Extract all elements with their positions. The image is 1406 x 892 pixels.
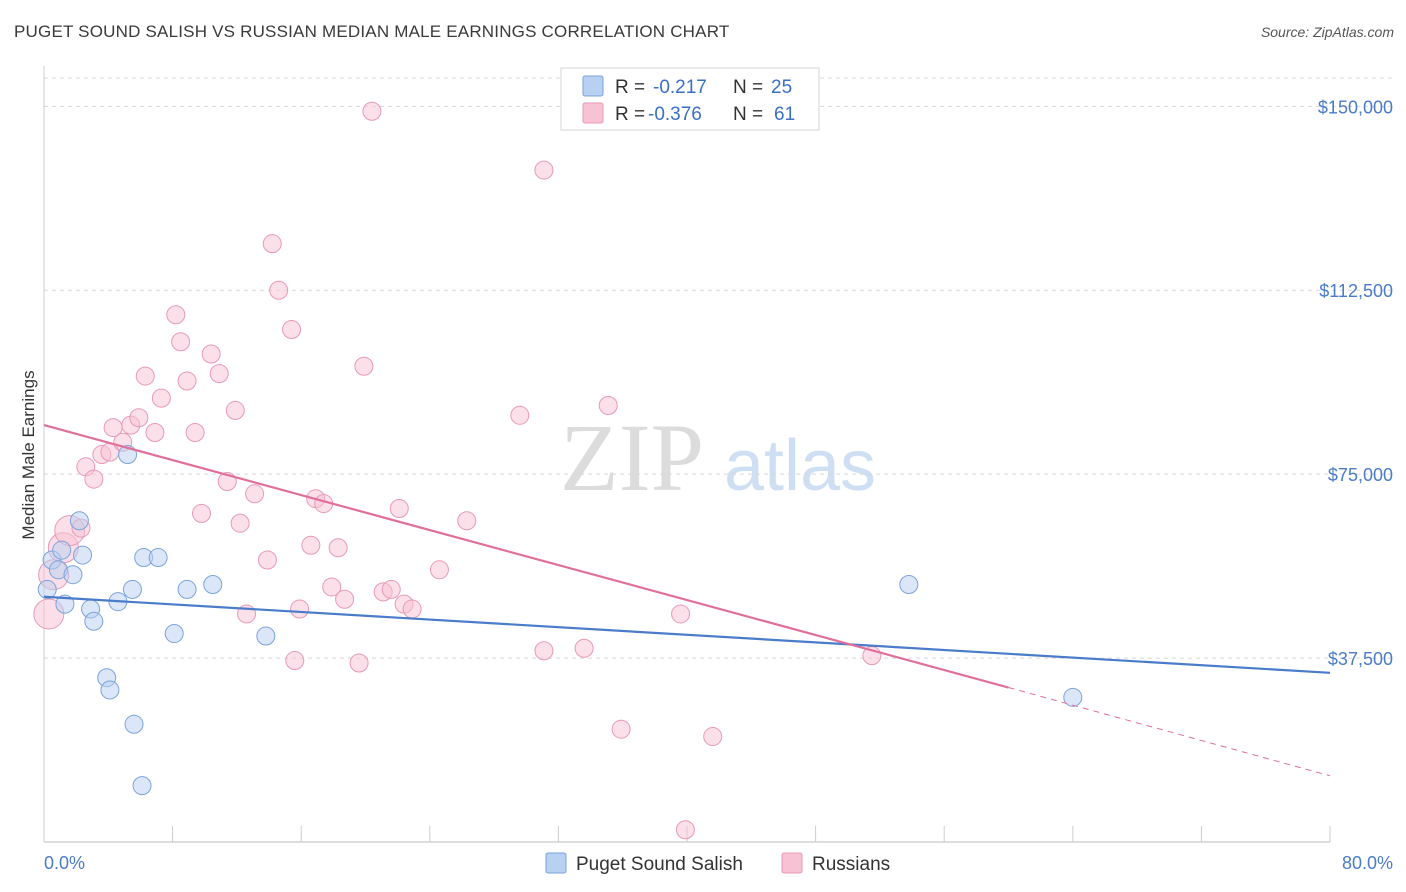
point-russians xyxy=(262,234,282,254)
point-puget-sound-salish xyxy=(69,511,89,531)
trend-lines xyxy=(43,424,1331,777)
point-russians xyxy=(675,820,695,840)
point-russians xyxy=(151,388,171,408)
legend-swatch-pink xyxy=(582,102,604,124)
point-russians xyxy=(381,579,401,599)
point-russians xyxy=(166,305,186,325)
series-russians-points xyxy=(33,101,882,840)
legend-n-label-1: N = xyxy=(733,77,763,98)
correlation-legend: R = -0.217 N = 25 R = -0.376 N = 61 xyxy=(560,67,820,131)
watermark: ZIP atlas xyxy=(560,404,876,511)
watermark-atlas: atlas xyxy=(724,426,876,506)
point-puget-sound-salish xyxy=(203,575,223,595)
point-russians xyxy=(282,319,302,339)
point-puget-sound-salish xyxy=(132,776,152,796)
point-russians xyxy=(225,400,245,420)
point-russians xyxy=(269,280,289,300)
y-tick-label: $37,500 xyxy=(1328,649,1393,669)
point-russians xyxy=(245,484,265,504)
point-russians xyxy=(322,577,342,597)
point-russians xyxy=(84,469,104,489)
point-russians xyxy=(611,719,631,739)
point-puget-sound-salish xyxy=(84,611,104,631)
point-russians xyxy=(177,371,197,391)
legend-r-label-2: R = xyxy=(615,104,645,125)
point-russians xyxy=(285,651,305,671)
point-russians xyxy=(192,503,212,523)
series-legend-label-blue: Puget Sound Salish xyxy=(576,854,743,875)
chart-title: PUGET SOUND SALISH VS RUSSIAN MEDIAN MAL… xyxy=(14,22,730,41)
point-puget-sound-salish xyxy=(256,626,276,646)
series-legend-label-pink: Russians xyxy=(812,854,890,875)
trend-line-puget-sound-salish xyxy=(43,595,1331,674)
point-russians xyxy=(534,160,554,180)
point-russians xyxy=(335,589,355,609)
point-russians xyxy=(598,396,618,416)
legend-box xyxy=(560,67,820,131)
point-puget-sound-salish xyxy=(122,579,142,599)
y-tick-label: $150,000 xyxy=(1318,97,1393,117)
point-russians xyxy=(257,550,277,570)
point-russians xyxy=(389,498,409,518)
point-russians xyxy=(290,599,310,619)
legend-n-value-2: 61 xyxy=(774,104,795,125)
point-puget-sound-salish xyxy=(899,575,919,595)
point-russians xyxy=(534,641,554,661)
point-russians xyxy=(201,344,221,364)
legend-n-value-1: 25 xyxy=(771,77,792,98)
legend-r-value-1: -0.217 xyxy=(653,77,707,98)
legend-swatch-blue xyxy=(582,75,604,97)
point-russians xyxy=(301,535,321,555)
point-puget-sound-salish xyxy=(177,579,197,599)
point-russians xyxy=(171,332,191,352)
series-legend-swatch-blue xyxy=(545,852,567,874)
point-puget-sound-salish xyxy=(148,548,168,568)
point-puget-sound-salish xyxy=(1063,687,1083,707)
point-russians xyxy=(129,408,149,428)
point-russians xyxy=(510,405,530,425)
point-russians xyxy=(703,727,723,747)
series-puget-sound-salish-points xyxy=(37,445,1083,796)
point-russians xyxy=(145,422,165,442)
y-tick-label: $112,500 xyxy=(1319,281,1393,301)
point-russians xyxy=(429,560,449,580)
point-russians xyxy=(671,604,691,624)
legend-r-label-1: R = xyxy=(615,77,645,98)
point-russians xyxy=(185,422,205,442)
watermark-zip: ZIP xyxy=(560,404,704,511)
point-russians xyxy=(328,538,348,558)
trend-line-russians xyxy=(43,424,1009,689)
point-russians xyxy=(135,366,155,386)
point-russians xyxy=(362,101,382,121)
point-puget-sound-salish xyxy=(164,624,184,644)
point-russians xyxy=(354,356,374,376)
point-puget-sound-salish xyxy=(55,594,75,614)
x-tick-labels: 0.0% 80.0% xyxy=(44,853,1393,873)
y-tick-labels: $37,500 $75,000 $112,500 $150,000 xyxy=(1318,97,1393,669)
x-tick-label-max: 80.0% xyxy=(1342,853,1393,873)
legend-n-label-2: N = xyxy=(733,104,763,125)
point-puget-sound-salish xyxy=(37,579,57,599)
point-russians xyxy=(574,638,594,658)
y-axis-label: Median Male Earnings xyxy=(19,370,38,539)
point-puget-sound-salish xyxy=(73,545,93,565)
x-tick-label-min: 0.0% xyxy=(44,853,85,873)
point-puget-sound-salish xyxy=(100,680,120,700)
series-legend-swatch-pink xyxy=(781,852,803,874)
point-russians xyxy=(209,364,229,384)
point-russians xyxy=(230,513,250,533)
grid-lines xyxy=(44,77,1393,659)
point-russians xyxy=(402,599,422,619)
point-puget-sound-salish xyxy=(52,540,72,560)
point-puget-sound-salish xyxy=(63,565,83,585)
point-russians xyxy=(457,511,477,531)
point-puget-sound-salish xyxy=(124,714,144,734)
point-russians xyxy=(349,653,369,673)
y-tick-label: $75,000 xyxy=(1328,465,1393,485)
legend-r-value-2: -0.376 xyxy=(648,104,702,125)
trend-line-russians-extrapolated xyxy=(1008,687,1331,777)
source-credit: Source: ZipAtlas.com xyxy=(1260,24,1394,40)
series-legend: Puget Sound Salish Russians xyxy=(545,852,890,875)
